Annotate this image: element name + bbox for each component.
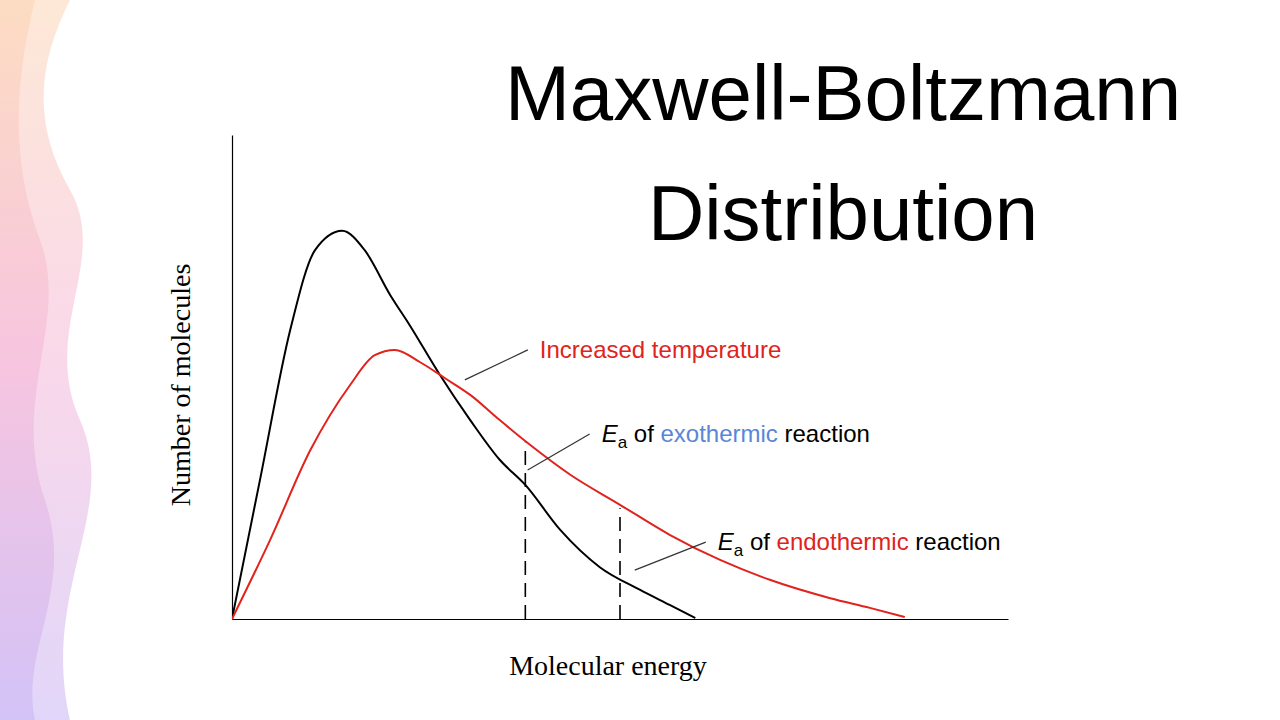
annotation-part: of [743, 528, 776, 555]
background-ribbon [0, 0, 91, 720]
activation-energy-line [619, 508, 621, 619]
title: Maxwell-Boltzmann Distribution [505, 49, 1181, 257]
y-axis [232, 136, 233, 620]
title-line: Maxwell-Boltzmann [505, 49, 1181, 137]
axis-line [233, 619, 1009, 620]
annotation-part: Increased temperature [540, 336, 781, 363]
annotation: Ea of endothermic reaction [718, 528, 1001, 560]
axis-line [232, 136, 233, 620]
symbol: E [718, 528, 735, 555]
annotation-part: endothermic [777, 528, 909, 555]
leader-line [635, 542, 706, 570]
annotation-part: reaction [909, 528, 1001, 555]
distribution-curve [232, 350, 905, 619]
annotation: Ea of exothermic reaction [602, 420, 870, 452]
annotation-part: of [627, 420, 660, 447]
annotations: Increased temperature Ea of exothermic re… [465, 336, 1001, 570]
x-axis [233, 619, 1009, 620]
chart: Increased temperature Ea of exothermic re… [0, 0, 1280, 720]
leader-line [528, 434, 590, 470]
symbol: E [602, 420, 619, 447]
distribution-curve [232, 231, 695, 619]
annotation: Increased temperature [540, 336, 781, 363]
y-axis-title: Number of molecules [165, 264, 196, 507]
curves [232, 231, 905, 619]
x-axis-title: Molecular energy [509, 650, 707, 681]
leader-line [465, 350, 528, 380]
title-line: Distribution [648, 169, 1038, 257]
annotation-part: exothermic [660, 420, 777, 447]
annotation-part: reaction [778, 420, 870, 447]
activation-energy-line [525, 443, 527, 619]
background-ribbon [0, 0, 54, 720]
